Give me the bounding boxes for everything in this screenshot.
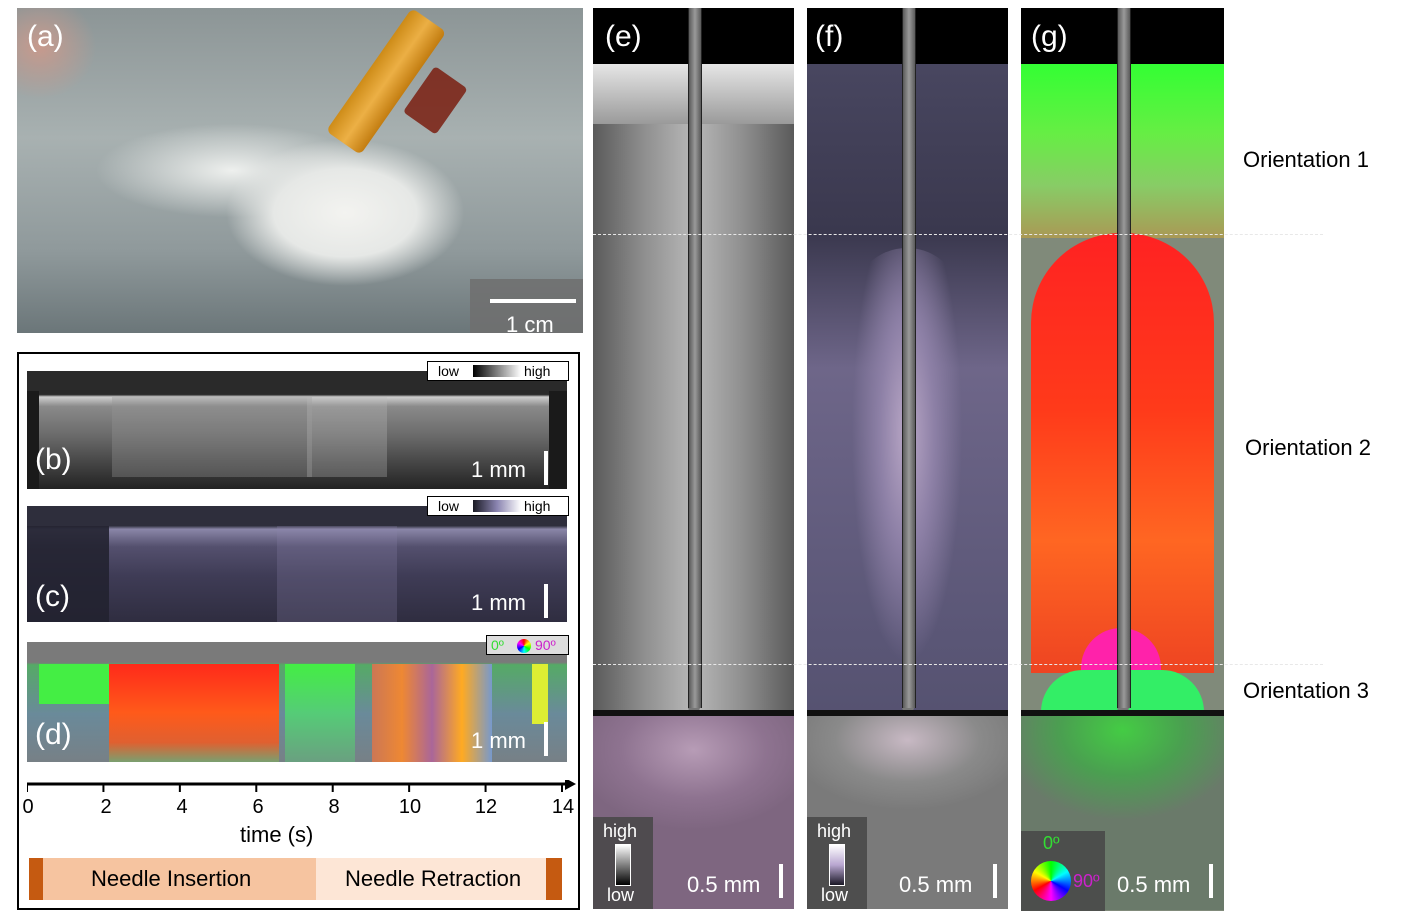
time-axis <box>27 780 576 792</box>
needle-f <box>901 8 916 708</box>
time-tick-labels: 0 2 4 6 8 10 12 14 <box>17 796 577 820</box>
scale-label-g: 0.5 mm <box>1117 872 1191 897</box>
scale-bar-c <box>544 584 548 618</box>
tick-label: 2 <box>100 796 112 818</box>
scale-bar-d <box>544 722 548 756</box>
divider-e <box>593 710 794 716</box>
orientation-label-3: Orientation 3 <box>1243 678 1369 703</box>
colorbar-b-high: high <box>524 363 551 379</box>
dark-region-c <box>27 526 109 622</box>
orientation-label-1: Orientation 1 <box>1243 147 1369 172</box>
legend-e-high: high <box>603 821 638 841</box>
needle-g <box>1116 8 1131 708</box>
legend-g: 0º 90º <box>1021 831 1105 911</box>
image-panel-e: (e) high low 0.5 mm <box>593 8 794 909</box>
scale-label-f: 0.5 mm <box>899 872 973 897</box>
tick-marks <box>27 784 563 792</box>
needle-retraction-phase <box>316 858 546 900</box>
time-axis-label: time (s) <box>240 822 314 847</box>
legend-e-low: low <box>607 885 635 905</box>
intensity-strip-b: (b) 1 mm <box>27 371 567 489</box>
seg-d-green-left <box>39 664 109 704</box>
seg-d-green-mid <box>285 664 355 762</box>
image-panel-f: (f) high low 0.5 mm <box>807 8 1008 909</box>
scale-label-e: 0.5 mm <box>687 872 761 897</box>
needle-insertion-label: Needle Insertion <box>91 866 252 891</box>
legend-g-top: 0º <box>1043 833 1060 853</box>
orientation-label-2: Orientation 2 <box>1245 435 1371 460</box>
panel-label-c: (c) <box>35 580 70 613</box>
colorbar-c-low: low <box>438 498 460 514</box>
panel-label-a: (a) <box>27 20 64 53</box>
tick-label: 0 <box>22 796 34 818</box>
photo-panel-a: (a) 1 cm <box>17 8 583 333</box>
needle-retraction-label: Needle Retraction <box>345 866 522 891</box>
texture-c1 <box>277 526 397 622</box>
orientation-boundary-1 <box>593 234 1323 235</box>
panel-label-b: (b) <box>35 443 72 476</box>
legend-f-high: high <box>817 821 852 841</box>
colorbar-b: low high <box>427 361 569 381</box>
legend-e-gradient <box>615 844 631 886</box>
scale-bar-g <box>1209 864 1213 898</box>
seg-d-mixed <box>372 664 492 762</box>
tick-label: 8 <box>328 796 340 818</box>
legend-f-low: low <box>821 885 849 905</box>
scale-box-a: 1 cm <box>470 279 583 333</box>
seg-d-yellow <box>532 664 548 724</box>
legend-e: high low <box>593 817 653 909</box>
scale-label-b: 1 mm <box>471 457 526 482</box>
legend-f: high low <box>807 817 867 909</box>
orientation-strip-d: (d) 1 mm <box>27 642 567 762</box>
phase-endcap-left <box>29 858 45 900</box>
seg-d-red <box>109 664 279 762</box>
hue-wheel-d <box>517 639 531 653</box>
scale-label-d: 1 mm <box>471 728 526 753</box>
orientation-boundary-2 <box>593 664 1323 665</box>
scale-label-c: 1 mm <box>471 590 526 615</box>
texture-b1 <box>112 397 312 477</box>
panel-label-f: (f) <box>815 20 844 53</box>
time-axis-arrow <box>565 780 576 790</box>
texture-b2 <box>307 397 387 477</box>
colorbar-b-low: low <box>438 363 460 379</box>
tick-label: 10 <box>398 796 422 818</box>
colorbar-d-low: 0º <box>491 637 504 653</box>
panel-label-e: (e) <box>605 20 642 53</box>
tick-label: 14 <box>551 796 575 818</box>
scale-bar-f <box>993 864 997 898</box>
tick-label: 4 <box>176 796 188 818</box>
panel-label-d: (d) <box>35 718 72 751</box>
scale-bar-b <box>544 451 548 485</box>
panel-label-g: (g) <box>1031 20 1068 53</box>
scale-bar-e <box>779 864 783 898</box>
intensity-strip-c: (c) 1 mm <box>27 506 567 622</box>
colorbar-d-high: 90º <box>535 637 556 653</box>
colorbar-c-gradient <box>473 500 521 512</box>
colorbar-b-gradient <box>473 365 521 377</box>
legend-f-gradient <box>829 844 845 886</box>
image-panel-g: (g) 0º 90º 0.5 mm <box>1021 8 1224 911</box>
needle-e <box>687 8 702 708</box>
divider-f <box>807 710 1008 716</box>
hue-wheel-g <box>1031 861 1071 901</box>
legend-g-right: 90º <box>1073 871 1100 891</box>
colorbar-d: 0º 90º <box>486 635 569 655</box>
colorbar-c: low high <box>427 496 569 516</box>
divider-g <box>1021 710 1224 716</box>
tick-label: 12 <box>474 796 498 818</box>
needle-insertion-phase <box>43 858 316 900</box>
edge-b-left <box>27 391 39 489</box>
edge-b-right <box>549 391 567 489</box>
colorbar-c-high: high <box>524 498 551 514</box>
scale-bar-a <box>490 299 576 303</box>
phase-endcap-right <box>546 858 562 900</box>
tick-label: 6 <box>252 796 264 818</box>
scale-label-a: 1 cm <box>506 312 554 333</box>
